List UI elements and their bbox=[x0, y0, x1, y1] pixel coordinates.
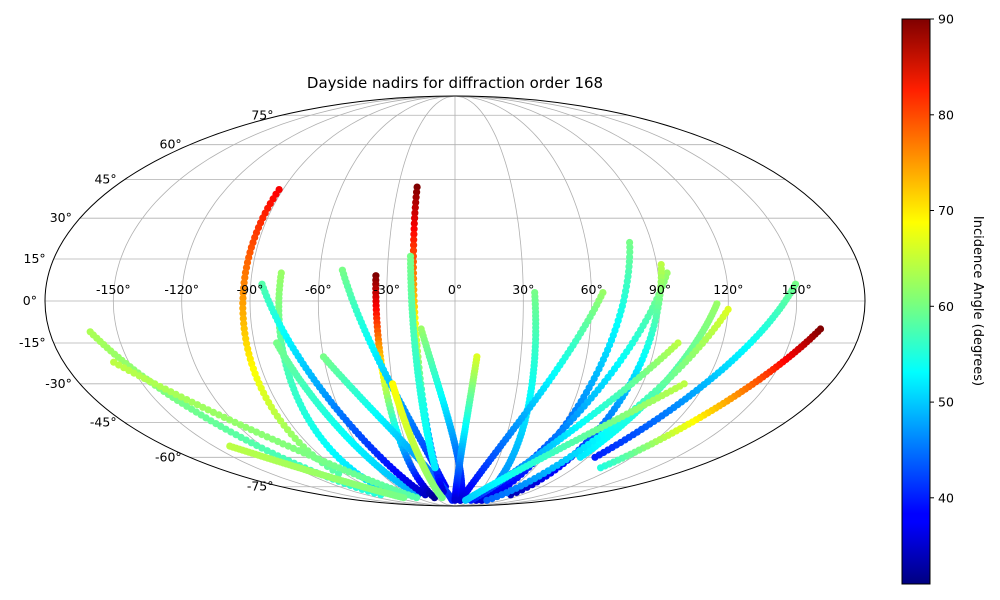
data-point bbox=[456, 496, 464, 504]
longitude-tick-label: 120° bbox=[713, 282, 743, 297]
data-point bbox=[412, 198, 420, 206]
track-series bbox=[226, 442, 408, 502]
data-point bbox=[410, 230, 418, 238]
data-point bbox=[167, 388, 175, 396]
data-point bbox=[400, 494, 408, 502]
colorbar-tick-label: 90 bbox=[938, 12, 954, 27]
longitude-tick-label: -150° bbox=[96, 282, 131, 297]
data-tracks bbox=[86, 183, 825, 504]
latitude-tick-label: -75° bbox=[247, 479, 274, 494]
data-point bbox=[411, 209, 419, 217]
chart-title: Dayside nadirs for diffraction order 168 bbox=[307, 74, 603, 92]
data-point bbox=[188, 398, 196, 406]
data-point bbox=[409, 247, 418, 255]
longitude-tick-label: 0° bbox=[448, 282, 462, 297]
data-point bbox=[236, 421, 244, 429]
longitude-tick-label: 60° bbox=[581, 282, 603, 297]
data-point bbox=[226, 416, 234, 424]
data-point bbox=[591, 453, 599, 461]
map-boundary bbox=[44, 95, 866, 507]
longitude-tick-labels: -150° -120° -90° -60° -30° 0° 30° 60° 90° 120° 150… bbox=[96, 282, 812, 297]
data-point bbox=[151, 380, 159, 388]
data-point bbox=[193, 401, 201, 409]
latitude-tick-label: -60° bbox=[155, 449, 182, 464]
data-point bbox=[410, 225, 418, 233]
data-point bbox=[412, 494, 421, 502]
data-point bbox=[239, 294, 247, 302]
data-point bbox=[483, 496, 491, 504]
longitude-tick-label: -90° bbox=[237, 282, 264, 297]
data-point bbox=[438, 494, 446, 502]
track-series bbox=[110, 358, 421, 502]
colorbar-tick-label: 40 bbox=[938, 490, 954, 505]
track-series bbox=[273, 339, 422, 499]
data-point bbox=[410, 236, 418, 244]
data-point bbox=[242, 423, 250, 431]
data-point bbox=[410, 241, 418, 249]
data-point bbox=[239, 309, 247, 317]
data-point bbox=[247, 439, 255, 447]
latitude-tick-label: 15° bbox=[24, 251, 46, 266]
track-series bbox=[388, 380, 446, 502]
colorbar-tick-label: 80 bbox=[938, 107, 954, 122]
track-series bbox=[462, 380, 688, 504]
longitude-tick-label: 150° bbox=[782, 282, 812, 297]
data-point bbox=[209, 408, 218, 416]
data-point bbox=[576, 453, 584, 461]
latitude-tick-label: 45° bbox=[94, 172, 116, 187]
colorbar-tick-label: 60 bbox=[938, 299, 954, 314]
data-point bbox=[258, 430, 266, 439]
data-point bbox=[204, 406, 212, 414]
track-series bbox=[591, 280, 800, 461]
longitude-tick-label: 90° bbox=[649, 282, 671, 297]
track-series bbox=[597, 325, 825, 472]
track-series bbox=[258, 280, 429, 499]
track-series bbox=[406, 252, 439, 472]
data-point bbox=[431, 464, 439, 472]
data-point bbox=[239, 289, 247, 297]
longitude-tick-label: 30° bbox=[512, 282, 534, 297]
latitude-tick-label: 30° bbox=[50, 210, 72, 225]
data-point bbox=[411, 214, 419, 222]
colorbar bbox=[901, 18, 931, 585]
latitude-tick-label: -15° bbox=[19, 335, 46, 350]
data-point bbox=[239, 304, 247, 312]
latitude-tick-label: -30° bbox=[45, 376, 72, 391]
longitude-tick-label: -30° bbox=[373, 282, 400, 297]
colorbar-ticks: 40 50 60 70 80 90 bbox=[930, 12, 954, 505]
data-point bbox=[462, 496, 470, 504]
longitude-tick-label: -60° bbox=[305, 282, 332, 297]
latitude-tick-labels: 75° 60° 45° 30° 15° 0° -15° -30° -45° -60° -75° bbox=[19, 107, 273, 493]
track-series bbox=[456, 289, 607, 504]
data-point bbox=[410, 219, 418, 228]
longitude-tick-label: -120° bbox=[164, 282, 199, 297]
data-point bbox=[239, 299, 247, 307]
data-point bbox=[177, 393, 185, 401]
data-point bbox=[451, 496, 459, 504]
data-point bbox=[411, 204, 419, 212]
latitude-tick-label: 60° bbox=[160, 137, 182, 152]
latitude-tick-label: -45° bbox=[90, 414, 117, 429]
latitude-tick-label: 75° bbox=[251, 107, 273, 122]
data-point bbox=[597, 464, 605, 472]
colorbar-tick-label: 50 bbox=[938, 395, 954, 410]
colorbar-tick-label: 70 bbox=[938, 203, 954, 218]
colorbar-label: Incidence Angle (degrees) bbox=[970, 216, 985, 386]
data-point bbox=[215, 411, 223, 419]
latitude-tick-label: 0° bbox=[23, 293, 37, 308]
data-point bbox=[220, 413, 228, 421]
track-series bbox=[451, 353, 481, 504]
